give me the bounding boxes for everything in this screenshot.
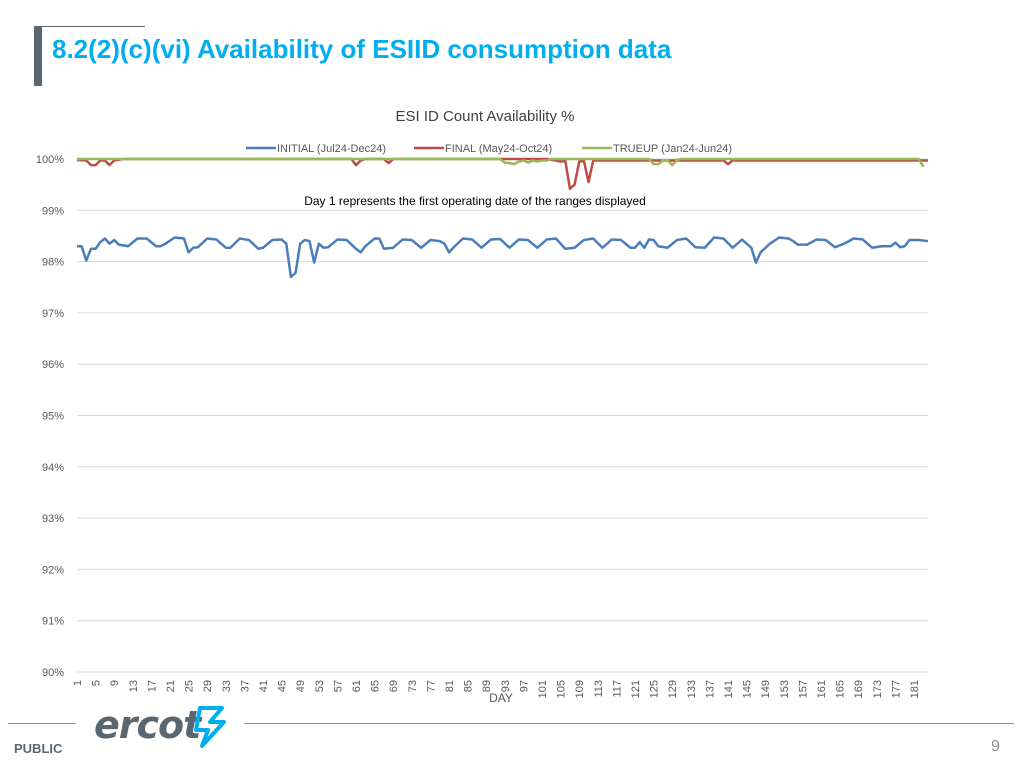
x-tick-label: 121 <box>630 680 642 698</box>
series-line-trueup <box>77 157 925 168</box>
slide-title: 8.2(2)(c)(vi) Availability of ESIID cons… <box>52 34 672 64</box>
x-tick-label: 109 <box>574 680 586 698</box>
y-tick-label: 99% <box>42 205 64 217</box>
x-tick-label: 9 <box>109 680 121 686</box>
x-tick-label: 161 <box>816 680 828 698</box>
x-tick-label: 69 <box>388 680 400 692</box>
x-tick-label: 5 <box>91 680 103 686</box>
series-line-initial <box>77 236 929 279</box>
x-tick-label: 13 <box>128 680 140 692</box>
footer-rule-left <box>8 723 76 724</box>
x-tick-label: 165 <box>835 680 847 698</box>
x-tick-label: 145 <box>742 680 754 698</box>
x-tick-label: 33 <box>221 680 233 692</box>
footer-public-label: PUBLIC <box>14 741 63 756</box>
title-accent-bar <box>34 26 42 86</box>
y-tick-label: 97% <box>42 308 64 320</box>
x-tick-label: 61 <box>351 680 363 692</box>
x-tick-label: 133 <box>686 680 698 698</box>
x-tick-label: 89 <box>481 680 493 692</box>
y-tick-label: 93% <box>42 513 64 525</box>
footer-rule-right <box>244 723 1014 724</box>
series-line-final <box>76 157 928 190</box>
chart-gridlines <box>77 158 928 673</box>
x-tick-label: 25 <box>184 680 196 692</box>
title-rule <box>42 26 145 27</box>
x-tick-label: 137 <box>704 680 716 698</box>
chart-title: ESI ID Count Availability % <box>396 108 575 125</box>
x-tick-label: 177 <box>890 680 902 698</box>
x-axis-ticks: 1 5 9 13 17 21 25 29 33 37 41 45 49 53 57 61 65 69 73 77 81 8… <box>72 680 921 698</box>
y-tick-label: 98% <box>42 257 64 269</box>
x-tick-label: 173 <box>872 680 884 698</box>
legend-label-initial: INITIAL (Jul24-Dec24) <box>277 143 386 155</box>
y-axis-ticks: 90% 91% 92% 93% 94% 95% 96% 97% 98% 99% 100% <box>36 154 64 679</box>
x-tick-label: 105 <box>556 680 568 698</box>
y-tick-label: 91% <box>42 616 64 628</box>
x-tick-label: 29 <box>202 680 214 692</box>
x-tick-label: 81 <box>444 680 456 692</box>
x-tick-label: 129 <box>667 680 679 698</box>
chart-series <box>76 157 929 279</box>
ercot-logo-mark <box>194 706 226 748</box>
x-tick-label: 65 <box>370 680 382 692</box>
legend-label-final: FINAL (May24-Oct24) <box>445 143 552 155</box>
x-tick-label: 117 <box>611 680 623 698</box>
x-tick-label: 169 <box>853 680 865 698</box>
y-tick-label: 100% <box>36 154 64 166</box>
x-tick-label: 17 <box>146 680 158 692</box>
x-tick-label: 1 <box>72 680 84 686</box>
x-tick-label: 85 <box>463 680 475 692</box>
chart-legend: INITIAL (Jul24-Dec24) FINAL (May24-Oct24)… <box>246 143 732 155</box>
y-tick-label: 95% <box>42 411 64 423</box>
y-tick-label: 92% <box>42 564 64 576</box>
x-tick-label: 77 <box>425 680 437 692</box>
ercot-logo-wordmark: ercot <box>94 703 203 747</box>
x-tick-label: 97 <box>518 680 530 692</box>
x-tick-label: 53 <box>314 680 326 692</box>
x-tick-label: 45 <box>277 680 289 692</box>
x-tick-label: 153 <box>779 680 791 698</box>
y-tick-label: 90% <box>42 667 64 679</box>
x-tick-label: 181 <box>909 680 921 698</box>
legend-label-trueup: TRUEUP (Jan24-Jun24) <box>613 143 732 155</box>
x-tick-label: 49 <box>295 680 307 692</box>
page-number: 9 <box>991 738 1000 755</box>
y-tick-label: 96% <box>42 359 64 371</box>
chart-annotation: Day 1 represents the first operating dat… <box>304 194 646 208</box>
x-tick-label: 157 <box>797 680 809 698</box>
x-tick-label: 21 <box>165 680 177 692</box>
ercot-logo: ercot <box>94 703 226 748</box>
x-tick-label: 149 <box>760 680 772 698</box>
x-tick-label: 125 <box>649 680 661 698</box>
x-tick-label: 41 <box>258 680 270 692</box>
x-axis-label: DAY <box>489 691 513 705</box>
y-tick-label: 94% <box>42 462 64 474</box>
x-tick-label: 73 <box>407 680 419 692</box>
x-tick-label: 101 <box>537 680 549 698</box>
x-tick-label: 113 <box>593 680 605 698</box>
x-tick-label: 57 <box>332 680 344 692</box>
x-tick-label: 37 <box>239 680 251 692</box>
x-tick-label: 93 <box>500 680 512 692</box>
availability-line-chart: ESI ID Count Availability % INITIAL (Jul… <box>36 108 929 705</box>
x-tick-label: 141 <box>723 680 735 698</box>
